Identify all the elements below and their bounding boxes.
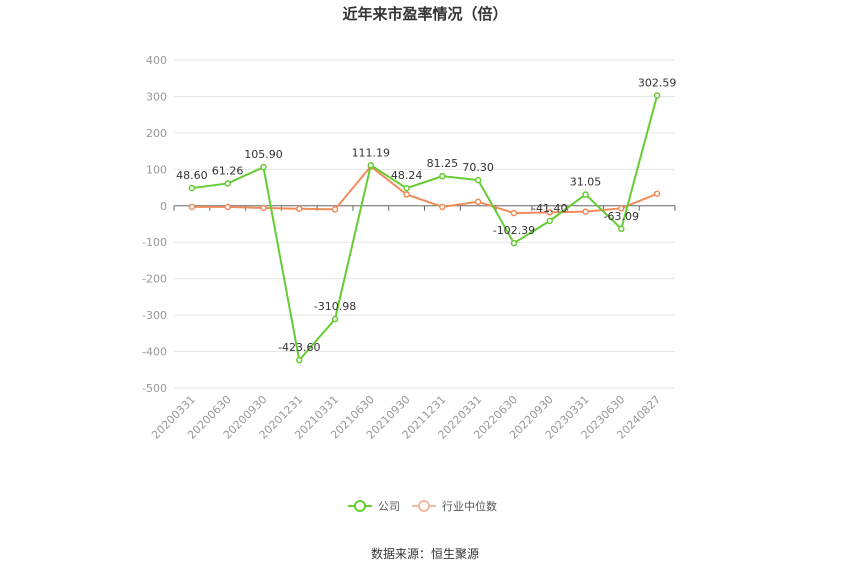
data-label: 48.24: [391, 169, 423, 182]
point-company[interactable]: [439, 172, 446, 180]
point-company[interactable]: [403, 184, 410, 192]
point-industry-median[interactable]: [439, 203, 446, 211]
data-label: 31.05: [570, 175, 602, 188]
data-label: -423.60: [278, 341, 320, 354]
point-company[interactable]: [653, 92, 661, 99]
grid: [174, 59, 675, 389]
point-industry-median[interactable]: [403, 191, 410, 198]
data-label: 61.26: [212, 164, 244, 177]
point-company[interactable]: [296, 356, 303, 364]
point-industry-median[interactable]: [653, 190, 661, 198]
point-company[interactable]: [224, 180, 231, 187]
legend: 公司 行业中位数: [348, 499, 497, 513]
data-label: 302.59: [638, 77, 677, 90]
series-line-industry-median: [191, 165, 658, 215]
y-tick-label: 300: [146, 90, 167, 103]
point-company[interactable]: [618, 225, 625, 233]
axes: 4003002001000-100-200-300-400-5002020033…: [142, 54, 676, 442]
point-company[interactable]: [474, 176, 482, 184]
point-industry-median[interactable]: [260, 204, 267, 212]
y-tick-label: 400: [146, 54, 167, 67]
data-label: 111.19: [352, 146, 391, 159]
data-label: -310.98: [314, 300, 356, 313]
point-company[interactable]: [582, 191, 589, 198]
data-label: 48.60: [176, 169, 208, 182]
data-label: -63.09: [604, 210, 639, 223]
point-industry-median[interactable]: [224, 203, 231, 211]
series-line-company: [191, 95, 659, 363]
legend-marker-industry-median: [418, 500, 430, 512]
point-industry-median[interactable]: [546, 209, 553, 216]
data-label: 105.90: [244, 148, 283, 161]
y-tick-label: -300: [142, 309, 167, 322]
series-layer: [188, 92, 661, 364]
y-tick-label: -200: [142, 273, 167, 286]
point-company[interactable]: [367, 162, 375, 169]
y-tick-label: -400: [142, 346, 167, 359]
legend-label-industry-median: 行业中位数: [442, 499, 497, 513]
point-company[interactable]: [546, 217, 553, 225]
data-label: 81.25: [427, 157, 459, 170]
chart-title: 近年来市盈率情况（倍）: [342, 5, 507, 23]
legend-item-industry-median[interactable]: 行业中位数: [412, 499, 497, 513]
point-industry-median[interactable]: [296, 205, 303, 212]
y-tick-label: 200: [146, 127, 167, 140]
point-company[interactable]: [260, 163, 267, 171]
data-label: -41.40: [532, 202, 567, 215]
legend-item-company[interactable]: 公司: [348, 500, 400, 513]
y-tick-label: -500: [142, 382, 167, 395]
legend-label-company: 公司: [378, 500, 400, 513]
point-industry-median[interactable]: [188, 203, 196, 211]
point-company[interactable]: [331, 315, 339, 323]
point-industry-median[interactable]: [618, 205, 625, 212]
legend-marker-company: [354, 500, 366, 512]
data-label: 70.30: [462, 161, 494, 174]
y-tick-label: 0: [160, 200, 167, 213]
point-industry-median[interactable]: [474, 198, 482, 206]
point-company[interactable]: [188, 184, 196, 192]
point-industry-median[interactable]: [510, 209, 518, 217]
point-industry-median[interactable]: [582, 208, 589, 215]
y-tick-label: 100: [146, 163, 167, 176]
data-source: 数据来源：恒生聚源: [371, 546, 479, 561]
point-company[interactable]: [510, 239, 518, 247]
data-label: -102.39: [493, 224, 535, 237]
y-tick-label: -100: [142, 236, 167, 249]
point-industry-median[interactable]: [331, 206, 339, 213]
